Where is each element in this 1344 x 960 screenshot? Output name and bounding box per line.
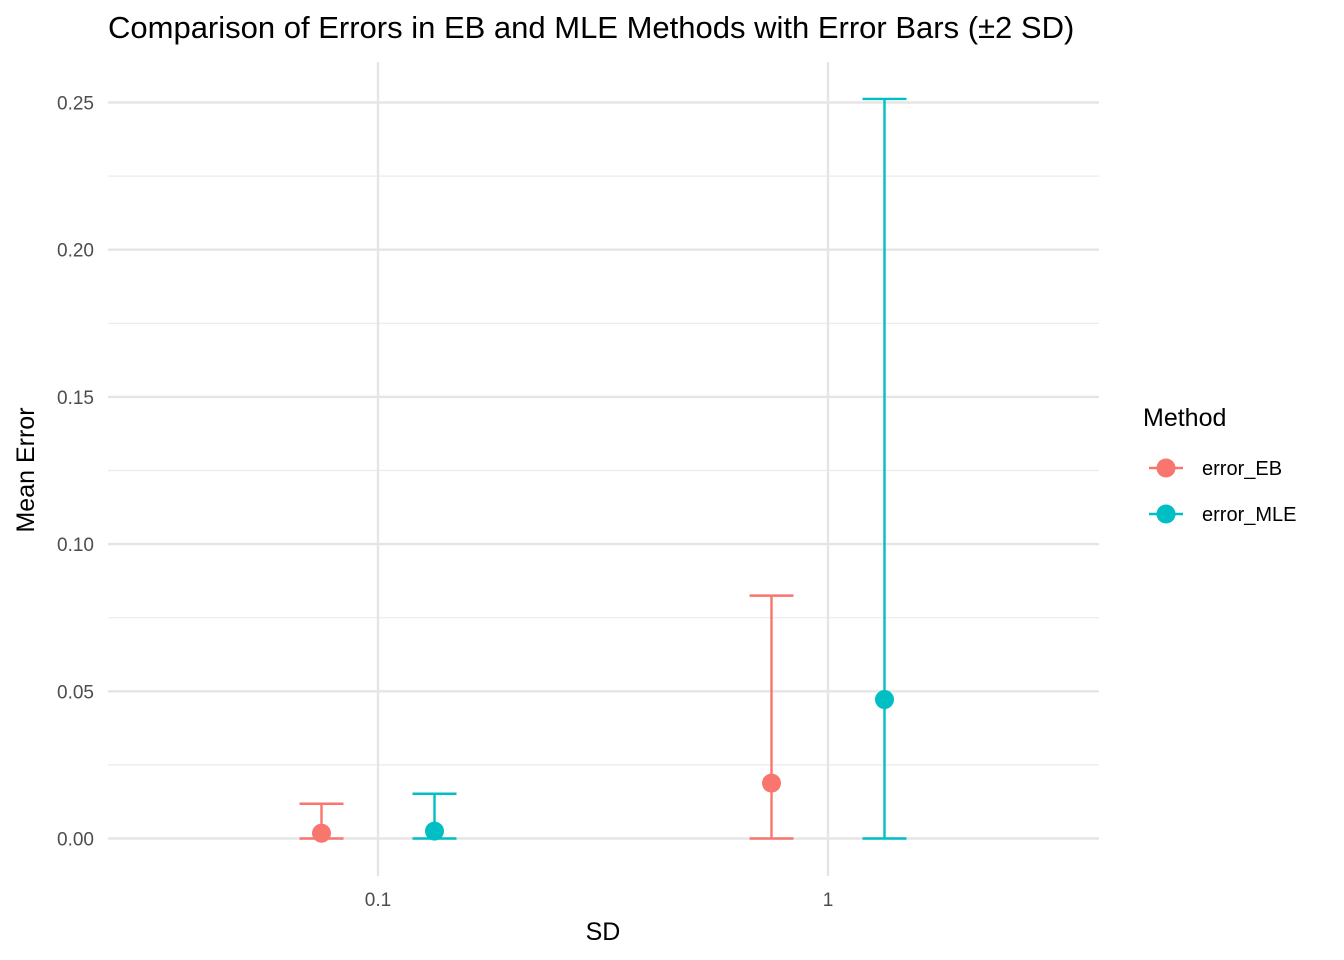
y-axis-ticks: 0.00 0.05 0.10 0.15 0.20 0.25 <box>57 94 94 851</box>
x-axis-ticks: 0.1 1 <box>365 890 834 911</box>
point-error_MLE <box>875 690 894 710</box>
legend: Method error_EB error_MLE <box>1143 404 1296 526</box>
x-axis-title: SD <box>586 918 621 946</box>
y-axis-title: Mean Error <box>12 407 40 532</box>
legend-label-error_EB: error_EB <box>1202 458 1282 480</box>
y-tick-label: 0.25 <box>57 94 94 115</box>
y-tick-label: 0.00 <box>57 830 94 851</box>
y-tick-label: 0.05 <box>57 682 94 703</box>
y-tick-label: 0.15 <box>57 388 94 409</box>
point-error_EB <box>762 773 781 793</box>
legend-title: Method <box>1143 404 1226 432</box>
grid <box>108 62 1099 876</box>
point-error_EB <box>312 823 331 843</box>
plot-data <box>299 97 907 843</box>
x-tick-label: 0.1 <box>365 890 391 911</box>
x-tick-label: 1 <box>823 890 834 911</box>
y-tick-label: 0.10 <box>57 535 94 556</box>
legend-key-point-error_MLE <box>1156 504 1176 524</box>
point-error_MLE <box>425 821 444 841</box>
y-tick-label: 0.20 <box>57 241 94 262</box>
chart-title: Comparison of Errors in EB and MLE Metho… <box>108 10 1075 45</box>
legend-label-error_MLE: error_MLE <box>1202 504 1296 526</box>
legend-key-point-error_EB <box>1156 458 1176 478</box>
